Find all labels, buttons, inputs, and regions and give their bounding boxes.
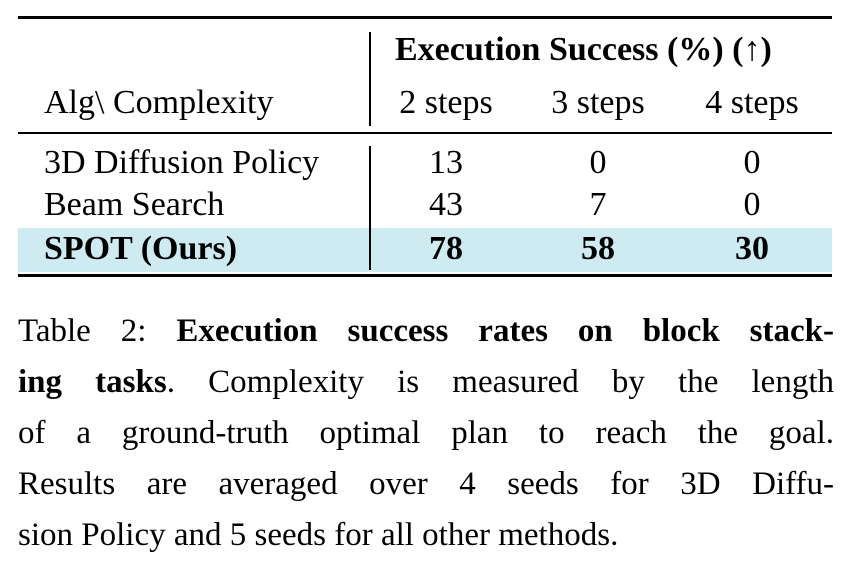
table-top-rule — [18, 16, 832, 19]
caption-bold-title: Execution success rates on block stack- — [176, 313, 835, 349]
group-header: Execution Success (%) (↑) — [395, 31, 772, 68]
caption-line-1: Table 2: Execution success rates on bloc… — [18, 306, 834, 357]
row-name: Beam Search — [44, 186, 225, 223]
column-header-4-steps: 4 steps — [705, 84, 799, 121]
cell-value: 13 — [429, 144, 463, 181]
cell-value: 58 — [581, 230, 615, 267]
cell-value: 0 — [589, 144, 607, 181]
caption-label: Table 2: — [18, 313, 177, 349]
table-bottom-rule — [18, 274, 832, 277]
cell-value: 0 — [743, 144, 761, 181]
cell-value: 0 — [743, 186, 761, 223]
caption-text: . Complexity is measured by the length — [166, 364, 834, 400]
column-header-3-steps: 3 steps — [551, 84, 645, 121]
caption-line-5: sion Policy and 5 seeds for all other me… — [18, 517, 619, 553]
cell-value: 7 — [589, 186, 607, 223]
caption-line-2: ing tasks. Complexity is measured by the… — [18, 357, 834, 408]
table-caption: Table 2: Execution success rates on bloc… — [18, 306, 834, 561]
row-name: 3D Diffusion Policy — [44, 144, 320, 181]
caption-line-3: of a ground-truth optimal plan to reach … — [18, 415, 834, 451]
header-column-divider — [369, 32, 371, 126]
row-header-label: Alg\ Complexity — [44, 84, 274, 121]
cell-value: 30 — [735, 230, 769, 267]
table-header-rule — [18, 132, 832, 134]
cell-value: 78 — [429, 230, 463, 267]
caption-line-4: Results are averaged over 4 seeds for 3D… — [18, 466, 834, 502]
cell-value: 43 — [429, 186, 463, 223]
caption-bold-title-cont: ing tasks — [18, 364, 167, 400]
body-column-divider — [369, 146, 371, 270]
row-name: SPOT (Ours) — [44, 230, 238, 267]
column-header-2-steps: 2 steps — [399, 84, 493, 121]
highlighted-row-background — [18, 228, 832, 272]
